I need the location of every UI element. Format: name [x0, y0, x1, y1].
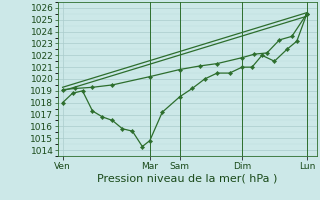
X-axis label: Pression niveau de la mer( hPa ): Pression niveau de la mer( hPa ): [97, 173, 277, 183]
